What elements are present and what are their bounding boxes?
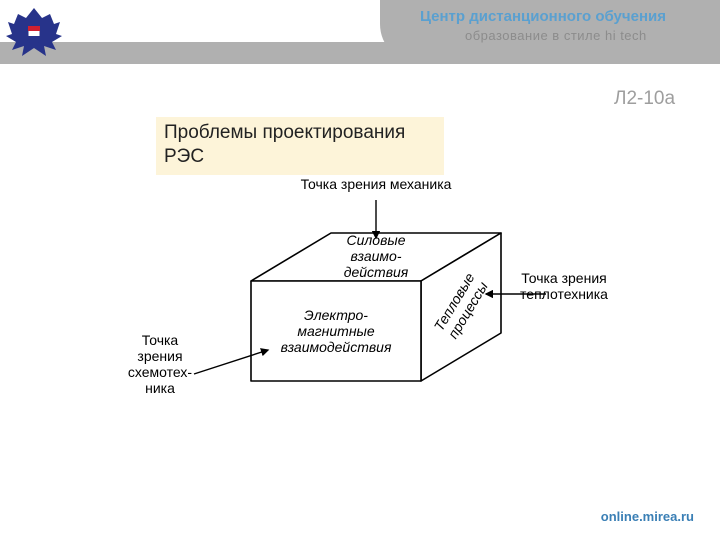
emblem-icon <box>4 2 64 62</box>
slide-code: Л2-10а <box>614 88 675 110</box>
annotation-mech: Точка зрения механика <box>301 176 452 192</box>
annotation-circuit: Точка зрения схемотех- ника <box>128 332 192 396</box>
slide: Центр дистанционного обучения образовани… <box>0 0 720 540</box>
footer-url: online.mirea.ru <box>601 509 694 524</box>
slide-title: Проблемы проектирования РЭС <box>156 117 444 175</box>
header-title: Центр дистанционного обучения <box>420 8 666 25</box>
face-label-top: Силовые взаимо- действия <box>344 232 409 280</box>
face-label-front: Электро- магнитные взаимодействия <box>281 307 392 355</box>
cube-diagram: Электро- магнитные взаимодействия Силовые… <box>116 176 616 476</box>
annotation-thermo: Точка зрения теплотехника <box>520 270 608 302</box>
header-subtitle: образование в стиле hi tech <box>465 28 647 43</box>
